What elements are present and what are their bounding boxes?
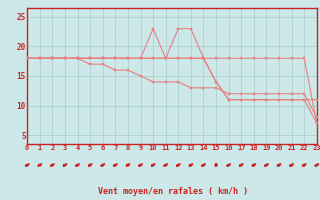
Text: Vent moyen/en rafales ( km/h ): Vent moyen/en rafales ( km/h ) <box>98 187 248 196</box>
